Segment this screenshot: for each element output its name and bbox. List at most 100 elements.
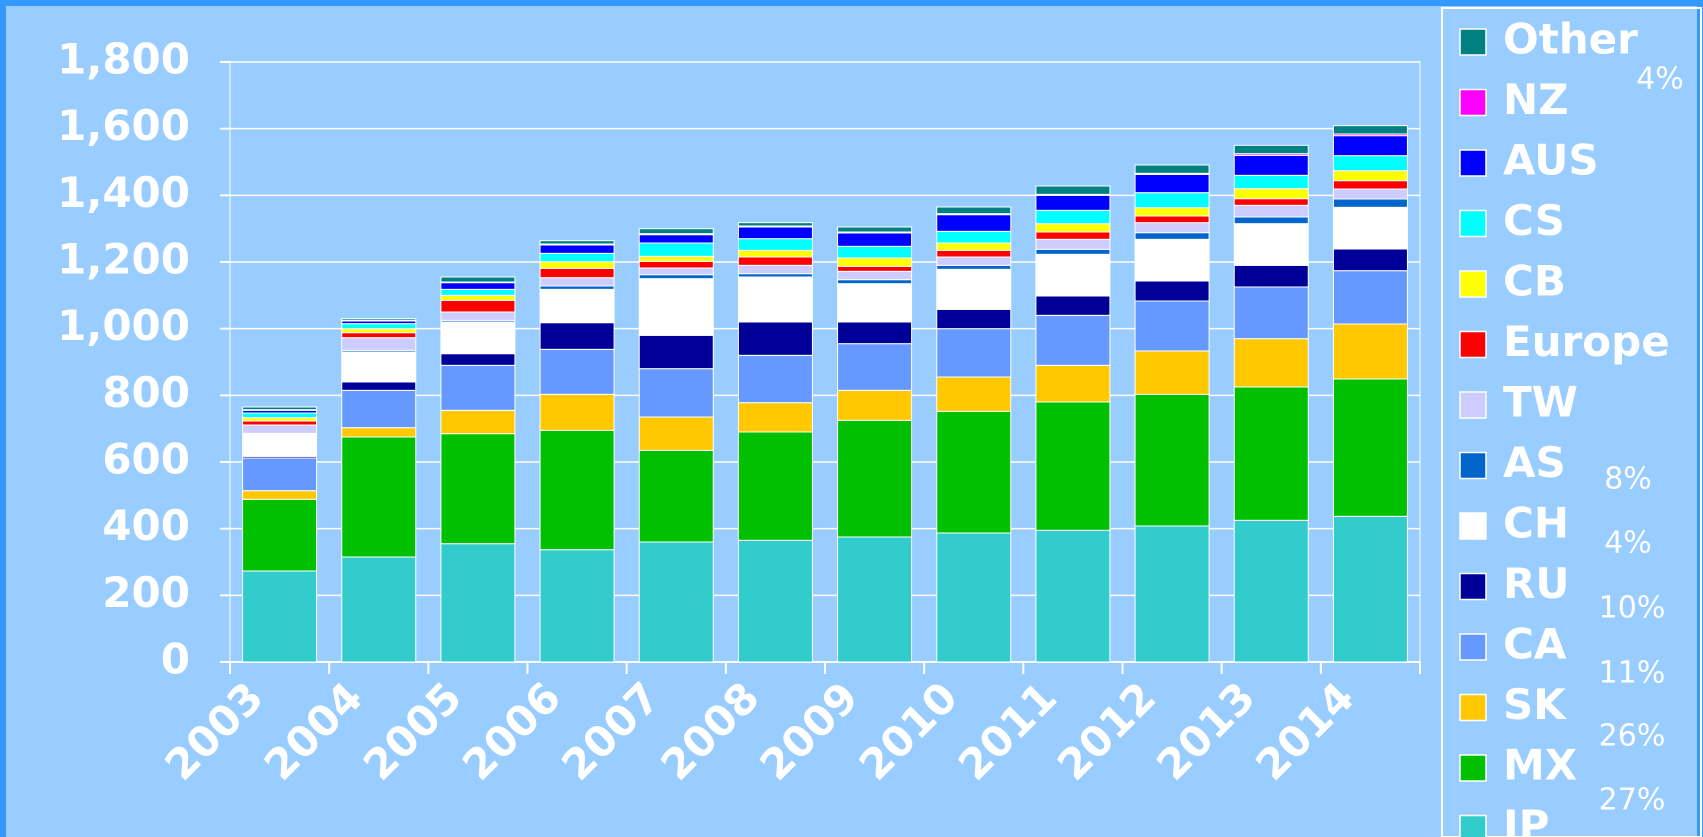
bar-segment [539,252,615,263]
bar-segment [440,321,516,355]
legend-label: RU [1503,559,1569,608]
bar-segment [936,242,1012,251]
bar-segment [737,354,813,404]
legend-label: AS [1503,438,1566,487]
bar-segment [1035,248,1111,255]
bar-segment [539,244,615,254]
bar-segment [1332,125,1408,135]
bar-segment [1134,238,1210,282]
legend-label: JP [1500,801,1549,837]
bar-segment [242,424,318,434]
bar-segment [1332,515,1408,663]
bar-segment [1134,393,1210,527]
bar-segment [737,402,813,433]
bar-segment [1134,525,1210,663]
legend-swatch [1459,451,1487,480]
bar-segment [837,279,913,285]
bar-segment [242,412,318,419]
bar-segment [737,256,813,266]
bar-segment [1035,314,1111,366]
y-tick-label: 0 [161,635,190,684]
legend-label: MX [1503,741,1577,790]
bar-segment [1035,253,1111,297]
bar-segment [638,368,714,418]
bar-segment [1233,188,1309,200]
bar-segment [341,389,417,429]
legend-swatch [1459,693,1487,722]
bar-segment [341,427,417,438]
bar-segment [341,436,417,558]
bar-segment [837,321,913,345]
bar-segment [837,343,913,391]
bar-segment [737,276,813,323]
bar-segment [1332,180,1408,190]
annotation: 4% [1604,526,1652,561]
bar-segment [539,277,615,287]
bar-segment [440,353,516,366]
annotation: 10% [1599,591,1666,626]
legend-swatch [1459,512,1487,540]
bar-segment [440,433,516,545]
bar-segment [539,240,615,245]
bar-segment [737,321,813,356]
bar-segment [936,206,1012,215]
y-tick-label: 1,400 [57,168,190,217]
bar-segment [539,261,615,269]
bar-segment [1332,188,1408,200]
bar-segment [440,543,516,663]
legend-swatch [1459,330,1487,359]
annotation: 11% [1599,656,1666,691]
bar-segment [440,294,516,301]
bar-segment [837,536,913,663]
bar-segment [341,318,417,321]
bar-segment [440,276,516,283]
legend-box [1441,7,1702,837]
bar-segment [440,288,516,296]
legend-label: Other [1503,15,1638,64]
bar-segment [242,570,318,663]
bar-segment [539,393,615,431]
bar-segment [936,230,1012,244]
bar-segment [737,238,813,251]
bar-segment [539,267,615,279]
bar-segment [936,214,1012,232]
bar-segment [341,323,417,330]
legend-swatch [1459,28,1487,56]
bar-segment [1134,215,1210,224]
legend-label: NZ [1503,75,1569,124]
bar-segment [1035,364,1111,403]
annotation: 26% [1599,719,1666,754]
bar-segment [1233,174,1309,190]
legend-swatch [1459,391,1487,419]
annotation: 4% [1636,62,1684,97]
bar-segment [1035,185,1111,195]
bar-segment [837,245,913,259]
legend-swatch [1459,270,1487,298]
bar-segment [242,433,318,457]
legend-swatch [1459,88,1487,117]
bar-segment [1134,300,1210,352]
bar-segment [737,264,813,275]
bar-segment [1134,232,1210,240]
legend-swatch [1459,572,1487,601]
bar-segment [837,389,913,421]
bar-segment [1035,529,1111,663]
y-tick-label: 400 [102,501,190,550]
bar-segment [1233,264,1309,288]
bar-segment [837,226,913,233]
bar-segment [440,311,516,321]
bar-segment [539,429,615,551]
bar-segment [1332,198,1408,208]
bar-segment [1134,207,1210,217]
bar-segment [1332,323,1408,380]
legend-label: Europe [1503,317,1670,366]
bar-segment [1233,386,1309,521]
bar-segment [242,498,318,572]
bar-segment [638,274,714,280]
bar-segment [638,267,714,276]
bar-segment [1332,206,1408,250]
bar-segment [638,541,714,663]
bar-segment [242,406,318,411]
y-tick-label: 1,800 [57,35,190,84]
bar-segment [440,282,516,290]
